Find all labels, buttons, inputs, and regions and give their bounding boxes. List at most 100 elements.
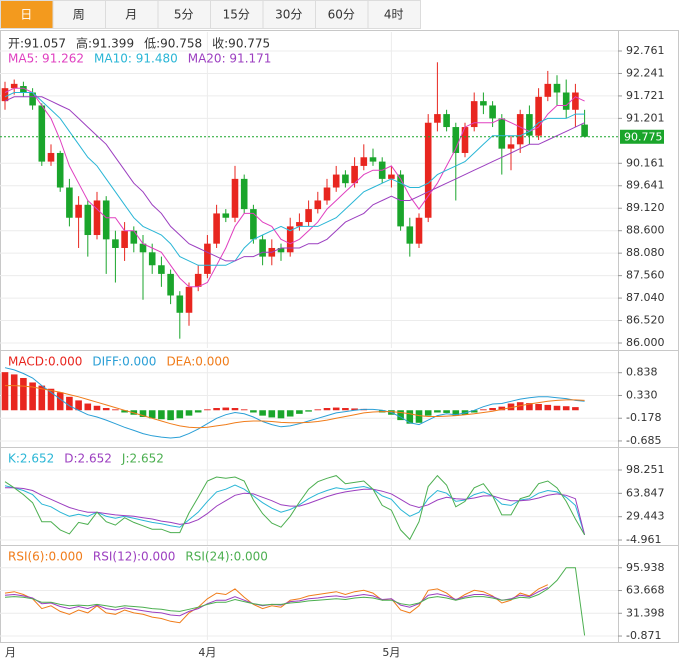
- candle-body: [572, 92, 579, 110]
- legend-label: J:2.652: [121, 452, 164, 466]
- macd-bar: [176, 410, 184, 419]
- candle-body: [277, 247, 285, 253]
- candle-body: [562, 92, 570, 110]
- macd-bar: [112, 409, 119, 411]
- candle-body: [535, 96, 542, 136]
- candle-body: [112, 239, 119, 248]
- legend-label: RSI(12):0.000: [93, 550, 176, 564]
- y-tick-label: 29.443: [626, 510, 665, 523]
- chart-frame: [0, 30, 679, 643]
- legend-label: MA20: 91.171: [188, 52, 272, 66]
- y-tick-label: 31.398: [626, 606, 665, 619]
- candle-body: [204, 243, 211, 274]
- y-tick-label: 86.000: [626, 336, 665, 349]
- candle-body: [222, 213, 230, 218]
- candle-body: [38, 105, 46, 162]
- macd-bar: [38, 385, 46, 411]
- tab-label: 月: [125, 8, 137, 22]
- candle-body: [332, 174, 340, 188]
- y-tick-label: 0.330: [626, 388, 658, 401]
- legend-label: 低:90.758: [144, 37, 202, 51]
- macd-bar: [415, 410, 423, 423]
- indicator-line: [4, 587, 549, 617]
- macd-bar: [406, 410, 414, 424]
- y-tick-label: 91.721: [626, 89, 665, 102]
- macd-bar: [148, 410, 156, 419]
- candle-body: [84, 204, 92, 236]
- legend-label: MA10: 91.480: [94, 52, 178, 66]
- macd-bar: [1, 372, 9, 411]
- y-tick-label: 0.838: [626, 366, 658, 379]
- candle-body: [323, 187, 331, 201]
- y-tick-label: 95.938: [626, 561, 665, 574]
- macd-bar: [93, 405, 101, 411]
- macd-bar: [139, 410, 147, 417]
- macd-bar: [507, 403, 515, 411]
- candle-body: [581, 124, 588, 137]
- macd-bar: [185, 410, 193, 416]
- legend-label: MACD:0.000: [8, 355, 82, 369]
- tab-label: 4时: [384, 8, 404, 22]
- macd-bar: [20, 377, 27, 411]
- candle-body: [480, 101, 487, 106]
- tab[interactable]: [0, 0, 54, 29]
- macd-bar: [259, 410, 266, 416]
- indicator-line: [4, 484, 586, 536]
- candle-body: [213, 213, 220, 244]
- y-tick-label: -0.871: [626, 629, 661, 642]
- macd-bar: [332, 407, 340, 411]
- tab[interactable]: [52, 0, 106, 29]
- candle-body: [139, 243, 147, 253]
- y-tick-label: 90.161: [626, 156, 665, 169]
- candle-body: [167, 273, 174, 296]
- candle-body: [194, 273, 202, 287]
- tab-label: 60分: [328, 8, 355, 22]
- macd-bar: [268, 410, 276, 418]
- candle-body: [296, 222, 303, 227]
- candle-body: [56, 152, 64, 188]
- indicator-line: [5, 385, 585, 429]
- macd-bar: [75, 400, 82, 411]
- candle-body: [342, 174, 349, 184]
- y-tick-label: 91.201: [626, 111, 665, 124]
- tab-label: 5分: [174, 8, 194, 22]
- macd-bar: [240, 409, 248, 411]
- macd-bar: [222, 407, 230, 411]
- candle-body: [47, 152, 55, 162]
- candle-body: [452, 127, 460, 153]
- y-tick-label: 87.040: [626, 291, 665, 304]
- x-tick-label: 4月: [198, 646, 216, 659]
- macd-bar: [443, 410, 450, 413]
- candle-body: [443, 114, 450, 128]
- legend-label: DIFF:0.000: [92, 355, 156, 369]
- candle-body: [507, 144, 515, 149]
- y-tick-label: 88.600: [626, 224, 665, 237]
- candle-body: [130, 230, 138, 244]
- candle-body: [360, 157, 368, 166]
- macd-bar: [553, 405, 561, 411]
- macd-bar: [470, 410, 478, 413]
- macd-bar: [167, 410, 174, 421]
- legend-label: 收:90.775: [212, 37, 270, 51]
- candle-body: [121, 230, 128, 248]
- macd-bar: [314, 409, 322, 411]
- y-tick-label: 92.761: [626, 44, 665, 57]
- indicator-line: [4, 96, 585, 262]
- legend-label: K:2.652: [8, 452, 54, 466]
- candle-body: [286, 226, 294, 253]
- candle-body: [185, 286, 193, 313]
- candle-body: [526, 114, 533, 136]
- candle-body: [102, 200, 110, 240]
- candle-body: [148, 252, 156, 266]
- candle-body: [240, 178, 248, 210]
- y-tick-label: 86.520: [626, 314, 665, 327]
- tab[interactable]: [367, 0, 421, 29]
- legend-label: RSI(24):0.000: [185, 550, 268, 564]
- macd-bar: [250, 410, 257, 413]
- candle-body: [176, 295, 184, 313]
- macd-bar: [84, 403, 92, 411]
- tab-label: 周: [73, 8, 85, 22]
- x-tick-label: 5月: [382, 646, 400, 659]
- candle-body: [305, 209, 312, 223]
